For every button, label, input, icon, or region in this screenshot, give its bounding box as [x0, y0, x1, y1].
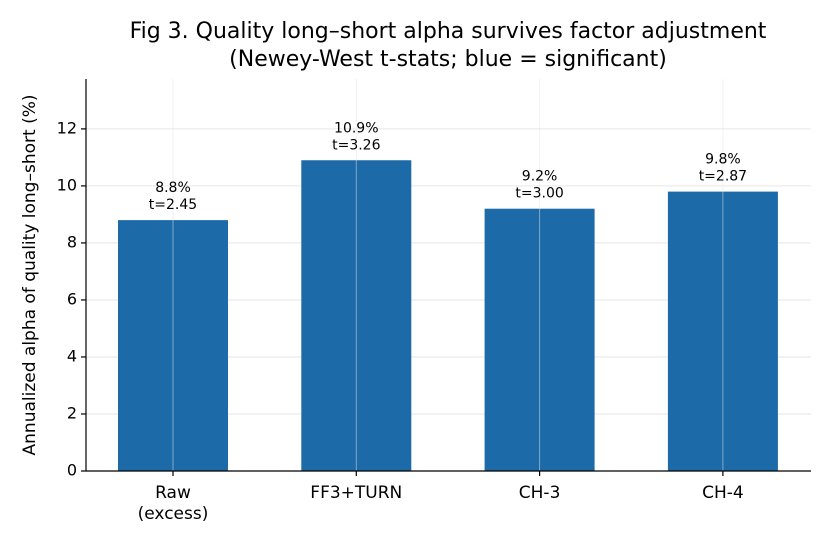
y-tick-label: 4 — [67, 346, 77, 365]
chart-title: Fig 3. Quality long–short alpha survives… — [130, 19, 767, 44]
x-tick-label: FF3+TURN — [310, 483, 402, 503]
y-tick-label: 0 — [67, 461, 77, 480]
y-tick-label: 8 — [67, 232, 77, 251]
value-label: 9.2% — [522, 169, 558, 185]
y-tick-label: 6 — [67, 289, 77, 308]
x-tick-label: CH-3 — [519, 483, 561, 503]
t-label: t=3.00 — [515, 186, 563, 202]
y-tick-label: 12 — [57, 118, 77, 137]
value-label: 10.9% — [334, 120, 378, 136]
t-label: t=2.45 — [149, 197, 197, 213]
y-tick-label: 10 — [57, 175, 77, 194]
y-axis-label: Annualized alpha of quality long–short (… — [20, 95, 40, 456]
value-label: 8.8% — [155, 180, 191, 196]
t-label: t=2.87 — [699, 169, 747, 185]
x-tick-label: CH-4 — [702, 483, 744, 503]
value-label: 9.8% — [705, 152, 741, 168]
x-tick-label: Raw (excess) — [138, 483, 209, 524]
y-tick-label: 2 — [67, 403, 77, 422]
t-label: t=3.26 — [332, 137, 380, 153]
chart-subtitle: (Newey-West t-stats; blue = significant) — [229, 47, 667, 72]
